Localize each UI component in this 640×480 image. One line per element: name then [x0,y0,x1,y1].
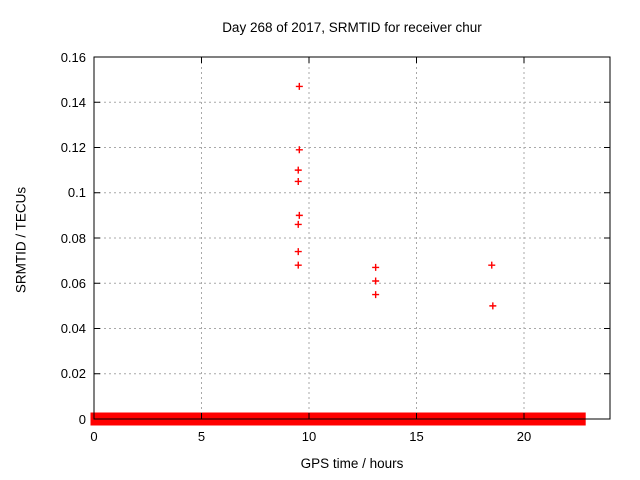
x-axis-label: GPS time / hours [300,456,404,471]
data-point-marker [372,277,380,285]
y-tick-label: 0.08 [60,230,86,246]
y-tick-label: 0.04 [60,321,86,336]
x-tick-label: 10 [301,429,317,444]
x-tick-label: 5 [197,429,206,444]
data-point-marker [489,302,497,310]
y-tick-label: 0.02 [60,366,86,382]
y-tick-label: 0.14 [60,94,86,110]
data-point-marker [295,82,303,90]
x-tick-label: 0 [90,429,98,444]
data-point-marker [294,220,302,228]
y-tick-label: 0.1 [67,185,86,201]
y-tick-label: 0.12 [60,140,86,155]
y-tick-label: 0.06 [60,275,86,291]
x-tick-label: 15 [409,429,424,444]
data-point-marker [295,211,303,219]
data-point-marker [372,263,380,271]
y-tick-label: 0.16 [60,49,86,65]
chart-title: Day 268 of 2017, SRMTID for receiver chu… [222,20,482,35]
x-tick-label: 20 [516,429,532,444]
plot-border [93,56,611,420]
data-point-marker [294,177,302,185]
y-tick-label: 0 [78,411,86,427]
data-point-marker [294,248,302,256]
data-point-marker [488,261,496,269]
data-point-marker [294,261,302,269]
data-point-marker [295,146,303,154]
data-point-marker [372,291,380,299]
data-point-marker [294,166,302,174]
